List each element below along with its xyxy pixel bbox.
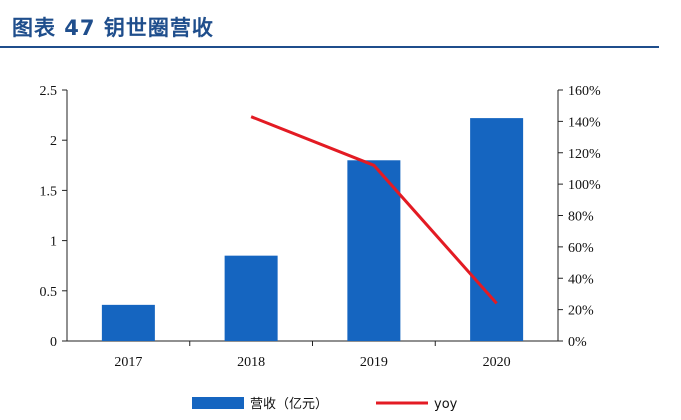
right-y-tick-label: 140% — [568, 115, 601, 130]
chart-axes: 0 0.5 1 1.5 2 2.5 0% 20% 40% 60% 80% 100% 120% 140% 16… — [40, 84, 602, 370]
revenue-bar — [470, 118, 524, 341]
x-tick-label: 2017 — [114, 355, 142, 370]
revenue-bar — [101, 304, 155, 341]
yoy-line — [250, 115, 498, 305]
left-y-tick-label: 1.5 — [40, 184, 58, 199]
yoy-line-series — [250, 115, 498, 305]
left-y-tick-label: 2 — [50, 134, 57, 149]
left-y-tick-label: 1 — [50, 235, 57, 250]
title-underline — [0, 46, 659, 48]
right-y-tick-label: 20% — [568, 304, 594, 319]
chart-legend: 营收（亿元） yoy — [192, 397, 458, 412]
right-y-tick-label: 160% — [568, 84, 601, 99]
legend-label-yoy: yoy — [434, 397, 458, 412]
left-y-tick-label: 0 — [50, 335, 57, 350]
left-y-tick-label: 2.5 — [40, 84, 58, 99]
x-tick-label: 2020 — [483, 355, 511, 370]
right-y-tick-label: 80% — [568, 210, 594, 225]
x-tick-label: 2019 — [360, 355, 388, 370]
right-y-tick-label: 0% — [568, 335, 587, 350]
chart-header: 图表 47 钥世圈营收 — [0, 0, 681, 48]
legend-swatch-revenue — [192, 397, 244, 409]
right-y-tick-label: 60% — [568, 241, 594, 256]
left-y-tick-label: 0.5 — [40, 285, 58, 300]
revenue-bar — [224, 255, 278, 341]
x-tick-label: 2018 — [237, 355, 265, 370]
revenue-bar — [347, 160, 401, 341]
bar-series — [101, 118, 524, 341]
right-y-tick-label: 100% — [568, 178, 601, 193]
legend-label-revenue: 营收（亿元） — [250, 397, 328, 412]
right-y-tick-label: 40% — [568, 272, 594, 287]
right-y-tick-label: 120% — [568, 147, 601, 162]
chart-title: 图表 47 钥世圈营收 — [12, 16, 214, 40]
